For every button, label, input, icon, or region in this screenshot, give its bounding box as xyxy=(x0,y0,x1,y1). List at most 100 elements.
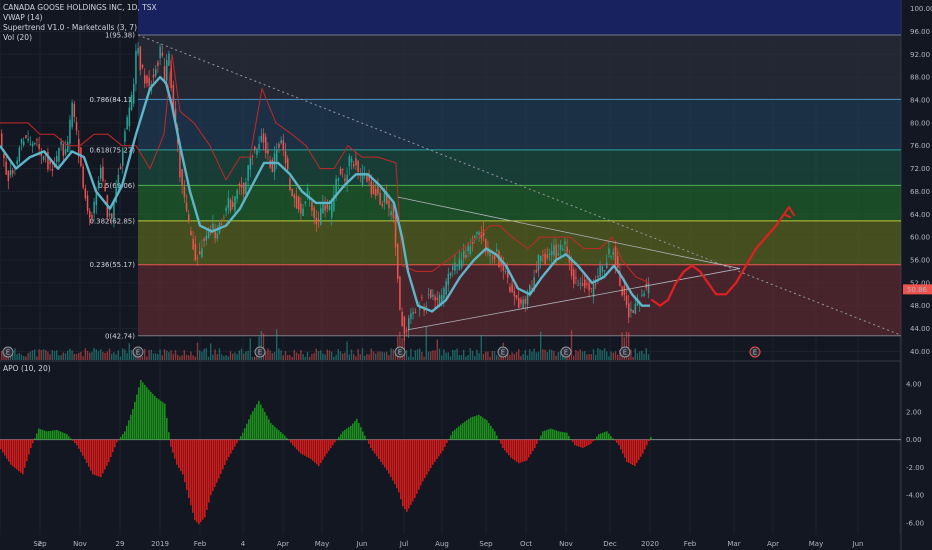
time-tick-label: 4 xyxy=(241,540,246,548)
volume-bar xyxy=(326,349,328,360)
price-tick-label: 76.00 xyxy=(910,142,930,150)
volume-bar xyxy=(144,348,146,360)
time-tick-label: Sep xyxy=(33,540,47,548)
volume-bar xyxy=(375,353,377,360)
candle-body xyxy=(595,283,597,285)
fib-level-label: 0.382(62.85) xyxy=(89,217,135,225)
candle-body xyxy=(102,166,104,182)
volume-bar xyxy=(203,348,205,360)
apo-bar xyxy=(126,425,128,440)
candle-body xyxy=(9,170,12,176)
apo-bar xyxy=(500,439,502,444)
candle-body xyxy=(40,151,43,156)
apo-bar xyxy=(360,427,362,440)
candle-body xyxy=(240,184,243,188)
earnings-marker xyxy=(560,346,572,358)
apo-bar xyxy=(68,436,70,440)
apo-bar xyxy=(436,439,438,460)
volume-bar xyxy=(95,349,97,360)
volume-bar xyxy=(617,354,619,360)
volume-bar xyxy=(507,352,509,360)
volume-bar xyxy=(403,331,405,360)
apo-bar xyxy=(430,439,432,468)
apo-bar xyxy=(538,439,540,441)
apo-bar xyxy=(226,439,228,461)
volume-bar xyxy=(309,356,311,360)
price-tick-label: 80.00 xyxy=(910,119,930,127)
apo-bar xyxy=(332,439,334,446)
volume-bar xyxy=(562,356,564,360)
apo-bar xyxy=(44,430,46,440)
volume-bar xyxy=(117,350,119,360)
apo-bar xyxy=(396,439,398,489)
apo-bar xyxy=(10,439,12,465)
apo-bar xyxy=(30,439,32,448)
volume-bar xyxy=(386,351,388,360)
volume-bar xyxy=(148,349,150,360)
apo-bar xyxy=(280,432,282,440)
apo-bar xyxy=(244,428,246,440)
price-scale[interactable] xyxy=(901,0,932,550)
apo-bar xyxy=(114,439,116,448)
fib-band xyxy=(138,34,901,100)
apo-bar xyxy=(230,439,232,454)
volume-bar xyxy=(487,351,489,360)
candle-body xyxy=(196,258,199,260)
volume-bar xyxy=(606,351,608,360)
volume-bar xyxy=(612,352,614,360)
volume-bar xyxy=(513,354,515,360)
apo-bar xyxy=(264,411,266,440)
apo-legend[interactable]: APO (10, 20) xyxy=(3,364,51,373)
candle-body xyxy=(212,223,214,231)
candle-body xyxy=(507,269,509,278)
apo-bar xyxy=(574,439,576,446)
apo-bar xyxy=(168,432,170,440)
apo-bar xyxy=(644,439,646,450)
volume-bar xyxy=(291,356,293,360)
candle-body xyxy=(368,175,370,181)
apo-bar xyxy=(46,431,48,440)
volume-bar xyxy=(64,353,67,360)
apo-bar xyxy=(462,423,464,440)
candle-body xyxy=(630,308,632,312)
candle-body xyxy=(377,185,379,194)
volume-bar xyxy=(306,352,309,360)
vwap-legend[interactable]: VWAP (14) xyxy=(3,13,43,22)
time-tick-label: Apr xyxy=(767,540,779,548)
volume-bar xyxy=(546,352,548,360)
candle-body xyxy=(522,299,524,309)
candle-body xyxy=(529,285,531,297)
apo-bar xyxy=(388,439,390,474)
volume-bar xyxy=(383,352,386,360)
candle-body xyxy=(234,196,236,211)
apo-bar xyxy=(22,439,24,475)
price-tick-label: 40.00 xyxy=(910,348,930,356)
apo-bar xyxy=(208,439,210,503)
volume-bar xyxy=(18,352,20,360)
volume-bar xyxy=(42,349,45,360)
apo-bar xyxy=(372,439,374,451)
candle-body xyxy=(463,250,465,258)
trend-drawings[interactable] xyxy=(137,34,901,336)
apo-bar xyxy=(140,380,142,440)
apo-bar xyxy=(274,426,276,440)
apo-bar xyxy=(64,433,66,440)
volume-legend[interactable]: Vol (20) xyxy=(3,33,33,42)
apo-bar xyxy=(566,432,568,440)
supertrend-legend[interactable]: Supertrend V1.0 - Marketcalls (3, 7) xyxy=(3,23,138,32)
fib-retracement[interactable]: 1(95.38) 0.786(84.11) 0.618(75.27) 0.5(69.0… xyxy=(89,0,901,340)
apo-bar xyxy=(478,414,480,440)
apo-bar xyxy=(240,436,242,440)
volume-bar xyxy=(419,348,421,360)
candle-body xyxy=(469,246,472,254)
symbol-title[interactable]: CANADA GOOSE HOLDINGS INC, 1D, TSX xyxy=(3,3,157,12)
volume-bar xyxy=(73,353,75,360)
apo-bar xyxy=(472,416,474,440)
candle-body xyxy=(392,201,395,219)
candle-body xyxy=(1,133,3,147)
candle-body xyxy=(511,283,513,293)
apo-bar xyxy=(106,439,108,466)
volume-bar xyxy=(302,354,304,360)
